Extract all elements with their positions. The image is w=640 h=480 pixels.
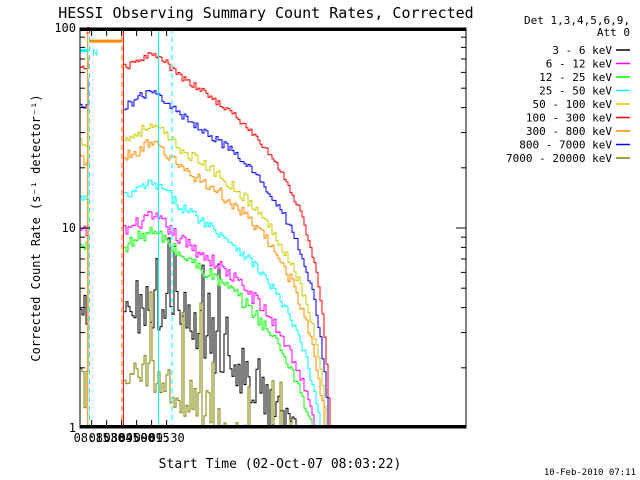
flag-label: N bbox=[93, 49, 98, 59]
x-tick-label: 09:15 bbox=[134, 431, 170, 445]
series-layer bbox=[80, 52, 464, 429]
x-tick-label: 09:00 bbox=[119, 431, 155, 445]
legend-entry-label: 50 - 100 keV bbox=[533, 98, 613, 111]
legend-entry-label: 25 - 50 keV bbox=[539, 85, 612, 98]
legend-entry-label: 12 - 25 keV bbox=[539, 71, 612, 84]
footer-timestamp: 10-Feb-2010 07:11 bbox=[544, 468, 636, 478]
legend-entry-label: 3 - 6 keV bbox=[552, 44, 612, 57]
marker-label: S bbox=[86, 26, 91, 36]
legend-entry-label: 300 - 800 keV bbox=[526, 125, 612, 138]
x-tick-label: 09:30 bbox=[149, 431, 185, 445]
series-line bbox=[80, 78, 89, 109]
x-tick-label: 08:30 bbox=[89, 431, 125, 445]
y-axis-label: Corrected Count Rate (s⁻¹ detector⁻¹) bbox=[29, 94, 43, 361]
series-line bbox=[124, 123, 464, 429]
series-line bbox=[80, 105, 89, 166]
series-line bbox=[124, 291, 464, 429]
series-line bbox=[124, 227, 464, 429]
y-tick-label: 100 bbox=[54, 21, 76, 35]
chart-title: HESSI Observing Summary Count Rates, Cor… bbox=[58, 4, 473, 22]
x-tick-label: 08:15 bbox=[74, 431, 110, 445]
series-line bbox=[80, 98, 89, 147]
series-line bbox=[80, 224, 89, 409]
legend-header: Att 0 bbox=[597, 26, 630, 39]
legend-entry-label: 100 - 300 keV bbox=[526, 112, 612, 125]
legend-entry-label: 7000 - 20000 keV bbox=[506, 152, 612, 165]
series-line bbox=[124, 179, 464, 429]
legend-entry-label: 6 - 12 keV bbox=[546, 58, 613, 71]
legend-header: Det 1,3,4,5,6,9, bbox=[524, 14, 630, 27]
series-line bbox=[124, 139, 464, 429]
x-axis-label: Start Time (02-Oct-07 08:03:22) bbox=[159, 457, 402, 472]
legend-entry-label: 800 - 7000 keV bbox=[519, 139, 612, 152]
x-tick-label: 08:45 bbox=[104, 431, 140, 445]
y-tick-label: 10 bbox=[62, 221, 76, 235]
y-tick-label: 1 bbox=[69, 421, 76, 435]
plot-frame bbox=[79, 27, 467, 429]
